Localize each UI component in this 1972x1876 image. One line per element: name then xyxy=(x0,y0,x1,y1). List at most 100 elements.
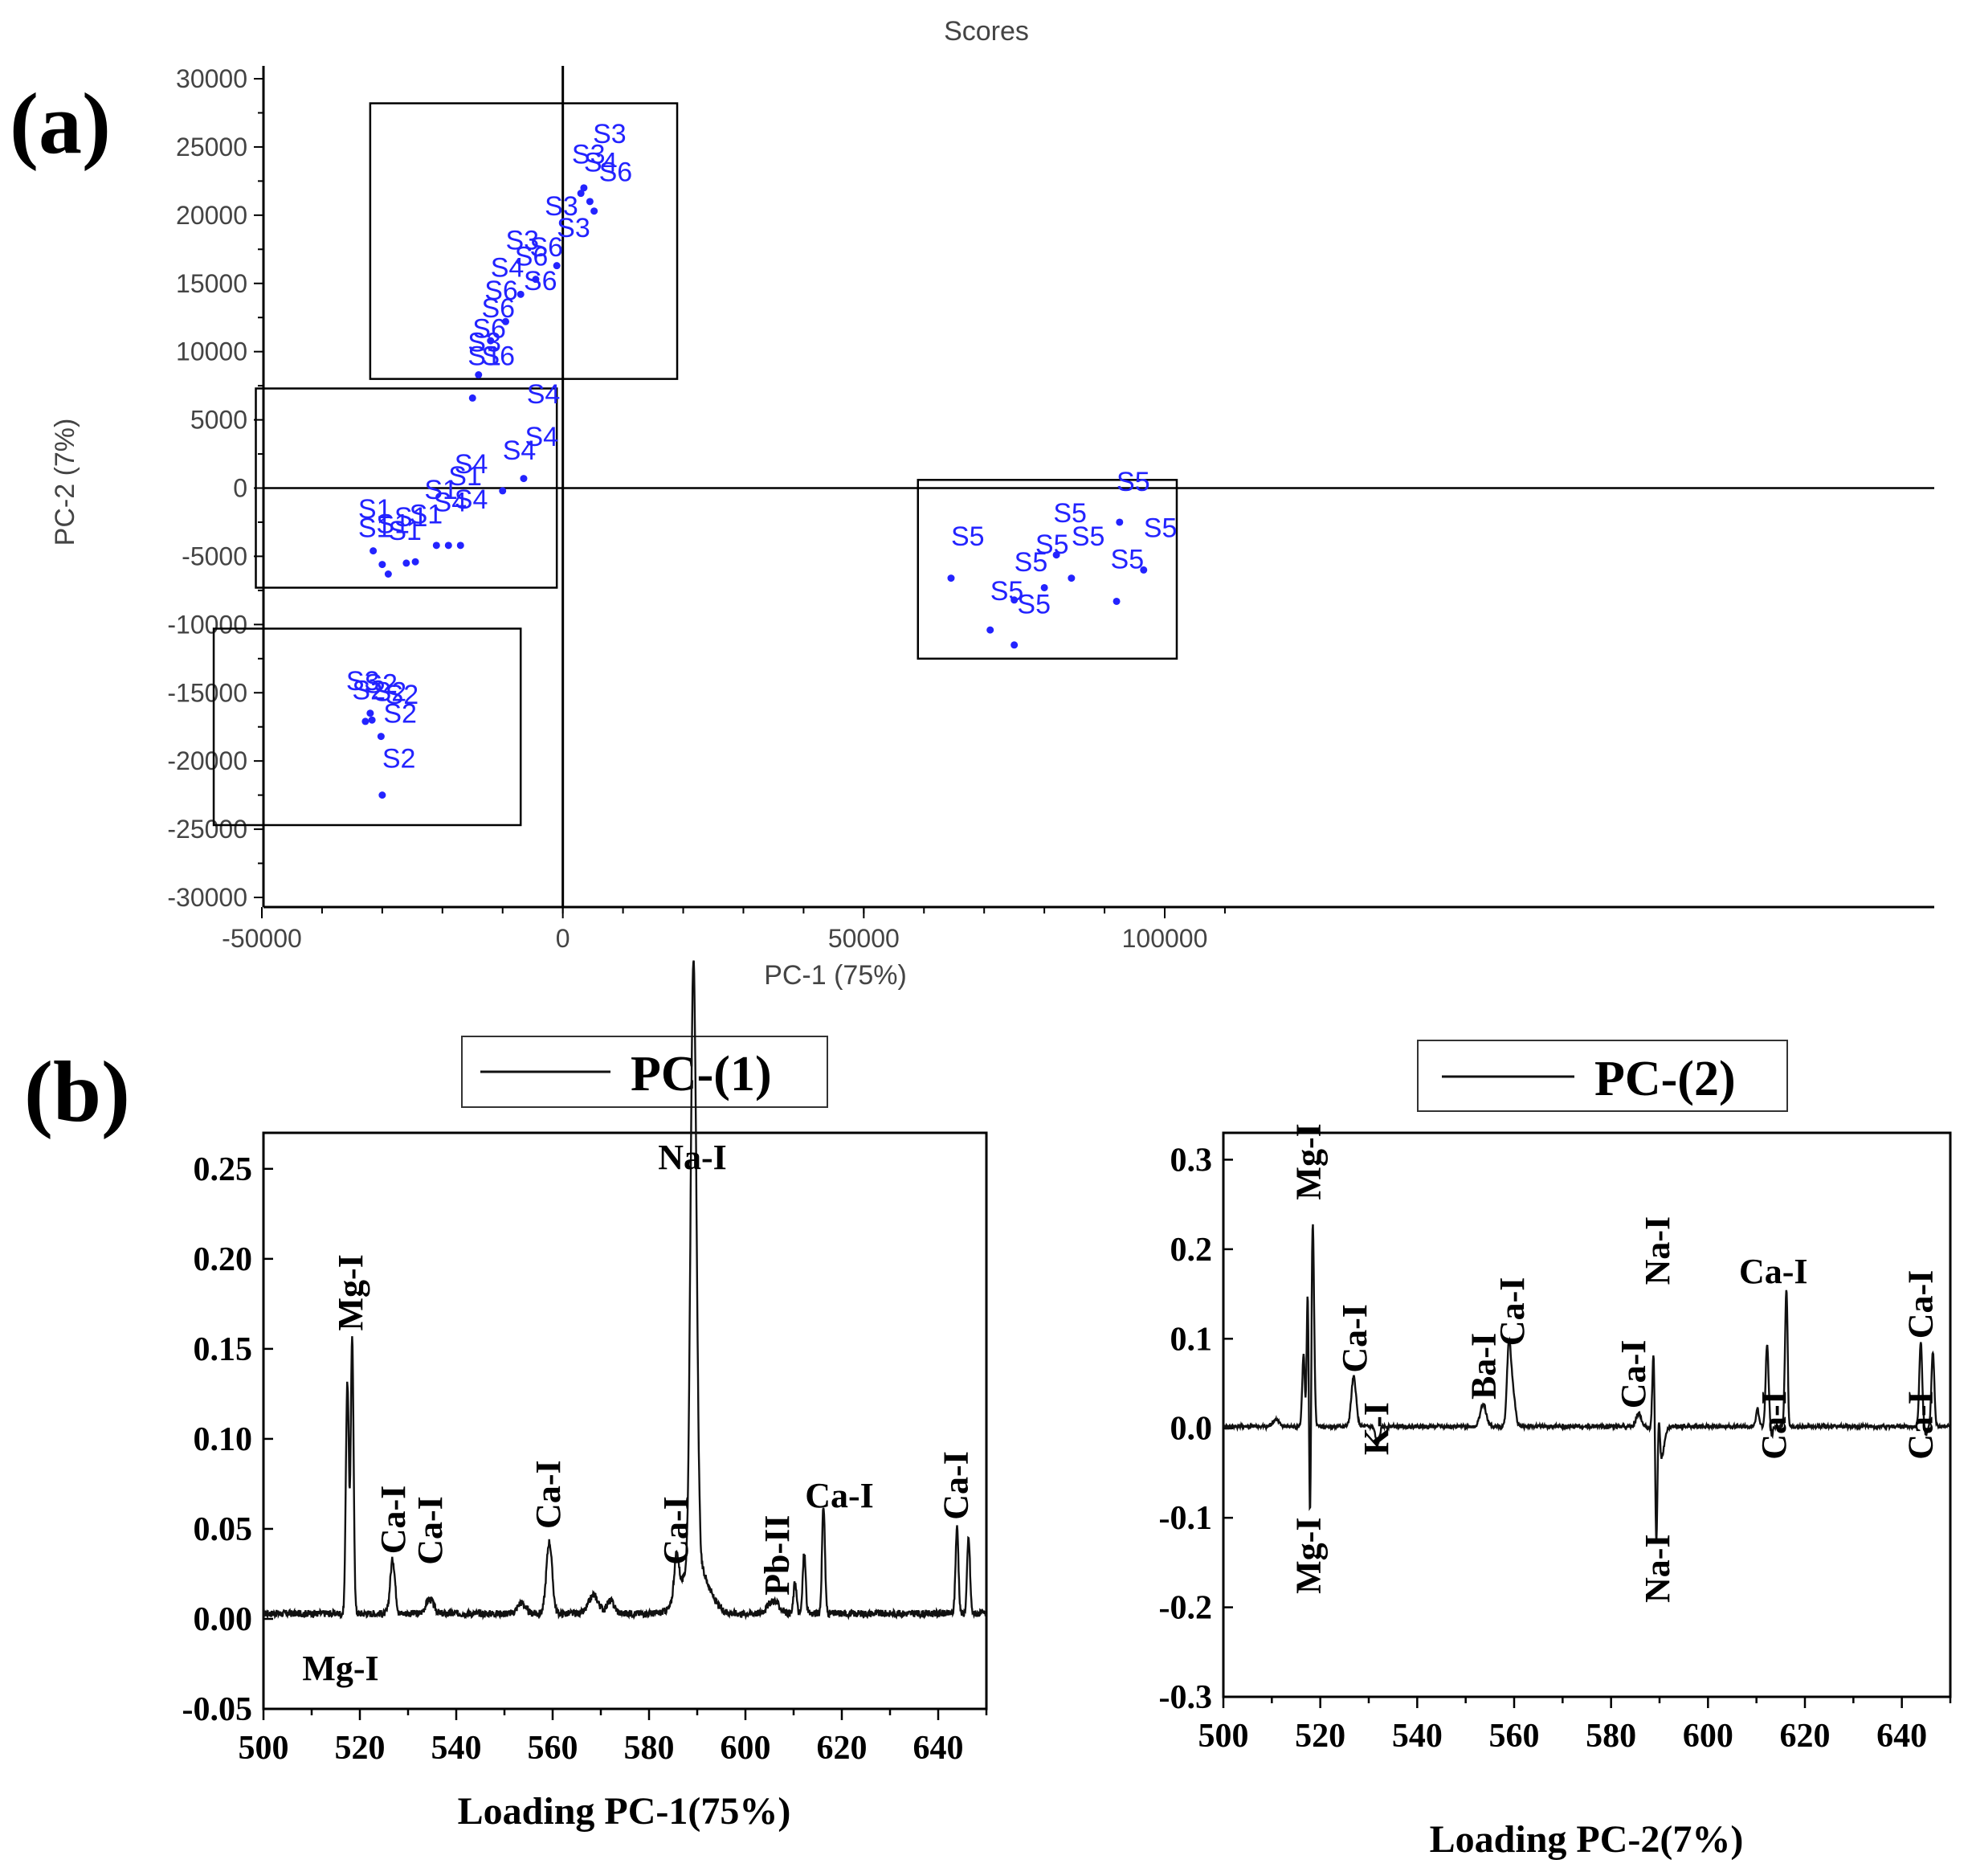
cluster-box xyxy=(917,479,1178,660)
scores-y-tick-label: 15000 xyxy=(176,269,247,298)
y-tick-label: -0.2 xyxy=(1159,1590,1213,1627)
pc1-legend-label: PC-(1) xyxy=(631,1047,772,1101)
peak-label: Ca-I xyxy=(410,1496,450,1565)
score-point-label: S6 xyxy=(515,242,549,272)
scores-x-tick-label: 50000 xyxy=(828,924,900,953)
score-point-label: S1 xyxy=(467,341,501,372)
score-point-label: S5 xyxy=(1017,590,1051,620)
peak-label: Mg-I xyxy=(331,1254,370,1330)
peak-label: Ca-I xyxy=(937,1451,976,1520)
y-tick-label: -0.1 xyxy=(1159,1500,1213,1537)
score-point-label: S4 xyxy=(584,147,618,178)
score-point-marker xyxy=(468,394,476,402)
x-tick-label: 600 xyxy=(1683,1718,1733,1755)
score-point-label: S6 xyxy=(482,293,516,324)
score-point-marker xyxy=(1052,551,1060,559)
pc2-legend-label: PC-(2) xyxy=(1594,1052,1736,1106)
score-point-marker xyxy=(1040,583,1048,591)
panel-label-a: (a) xyxy=(10,76,111,172)
score-point-label: S1 xyxy=(376,509,410,540)
score-point-label: S4 xyxy=(527,379,561,410)
score-point-label: S6 xyxy=(529,232,563,263)
score-point-marker xyxy=(501,317,509,325)
scores-y-tick-label: 30000 xyxy=(176,64,247,93)
score-point-marker xyxy=(590,207,598,215)
score-point-marker xyxy=(402,559,410,567)
x-tick-label: 580 xyxy=(624,1730,675,1767)
score-point-marker xyxy=(586,198,594,206)
score-point-label: S1 xyxy=(388,516,422,546)
panel-label-b: (b) xyxy=(24,1044,130,1140)
score-point-marker xyxy=(516,290,525,298)
score-point-marker xyxy=(487,337,495,345)
peak-label: Ca-I xyxy=(1614,1340,1653,1409)
score-point-label: S4 xyxy=(525,422,558,452)
pc2-xlabel: Loading PC-2(7%) xyxy=(1430,1818,1744,1861)
score-point-marker xyxy=(377,733,385,741)
y-tick-label: 0.20 xyxy=(194,1241,253,1278)
pc2-peak-labels: Mg-IMg-ICa-IK-IBa-ICa-ICa-INa-INa-ICa-IC… xyxy=(1289,1123,1941,1603)
score-point-label: S5 xyxy=(1111,545,1145,575)
scores-y-tick-label: 10000 xyxy=(176,337,247,366)
scores-y-tick-label: -15000 xyxy=(167,678,247,707)
score-point-marker xyxy=(456,542,464,550)
peak-label: Ca-I xyxy=(805,1476,874,1515)
score-point-label: S1 xyxy=(358,513,392,544)
scores-y-tick-label: -20000 xyxy=(167,746,247,775)
peak-label: Ca-I xyxy=(1901,1391,1941,1460)
peak-label: K-I xyxy=(1357,1402,1396,1455)
score-point-label: S6 xyxy=(599,157,633,187)
peak-label: Na-I xyxy=(658,1138,727,1177)
y-tick-label: 0.3 xyxy=(1170,1142,1213,1179)
y-tick-label: 0.00 xyxy=(194,1601,253,1638)
score-point-marker xyxy=(499,487,507,495)
score-point-label: S2 xyxy=(383,699,417,730)
score-point-label: S2 xyxy=(386,680,419,710)
score-point-marker xyxy=(475,371,483,379)
peak-label: Pb-II xyxy=(757,1515,797,1596)
x-tick-label: 600 xyxy=(721,1730,771,1767)
score-point-marker xyxy=(1116,518,1124,526)
y-tick-label: 0.15 xyxy=(194,1331,253,1368)
peak-label: Mg-I xyxy=(1289,1123,1329,1200)
score-point-label: S6 xyxy=(482,341,516,372)
score-point-label: S2 xyxy=(382,744,416,775)
score-point-label: S1 xyxy=(424,475,458,505)
score-point-marker xyxy=(986,626,994,634)
scores-ylabel: PC-2 (7%) xyxy=(50,419,80,546)
score-point-marker xyxy=(947,574,955,582)
score-point-label: S5 xyxy=(1072,521,1105,552)
x-tick-label: 540 xyxy=(1392,1718,1443,1755)
score-point-label: S6 xyxy=(484,276,518,306)
y-tick-label: 0.25 xyxy=(194,1151,253,1188)
score-point-label: S3 xyxy=(557,213,590,243)
scores-y-tick-label: -25000 xyxy=(167,815,247,844)
peak-label: Na-I xyxy=(1638,1534,1677,1603)
score-point-label: S3 xyxy=(545,191,578,222)
peak-label: Ca-I xyxy=(1739,1252,1808,1291)
score-point-marker xyxy=(1068,574,1076,582)
x-tick-label: 620 xyxy=(817,1730,868,1767)
y-tick-label: 0.05 xyxy=(194,1511,253,1548)
frame xyxy=(262,1131,988,1710)
peak-label: Ca-I xyxy=(529,1460,568,1529)
score-point-marker xyxy=(411,558,419,566)
scores-y-tick-label: 5000 xyxy=(190,406,247,435)
score-point-marker xyxy=(361,717,369,725)
score-point-label: S5 xyxy=(951,521,985,552)
peak-label: Ca-I xyxy=(374,1486,413,1555)
pc2-loading-line xyxy=(1223,1224,1951,1543)
score-point-label: S4 xyxy=(455,484,488,515)
x-tick-label: 640 xyxy=(1876,1718,1927,1755)
x-tick-label: 580 xyxy=(1586,1718,1636,1755)
x-tick-label: 540 xyxy=(431,1730,482,1767)
x-tick-label: 560 xyxy=(1489,1718,1540,1755)
cluster-box xyxy=(255,387,558,589)
score-point-label: S5 xyxy=(1015,547,1048,578)
scores-title: Scores xyxy=(944,16,1029,47)
scores-cluster-boxes xyxy=(212,102,1178,827)
score-point-label: S2 xyxy=(352,676,386,706)
